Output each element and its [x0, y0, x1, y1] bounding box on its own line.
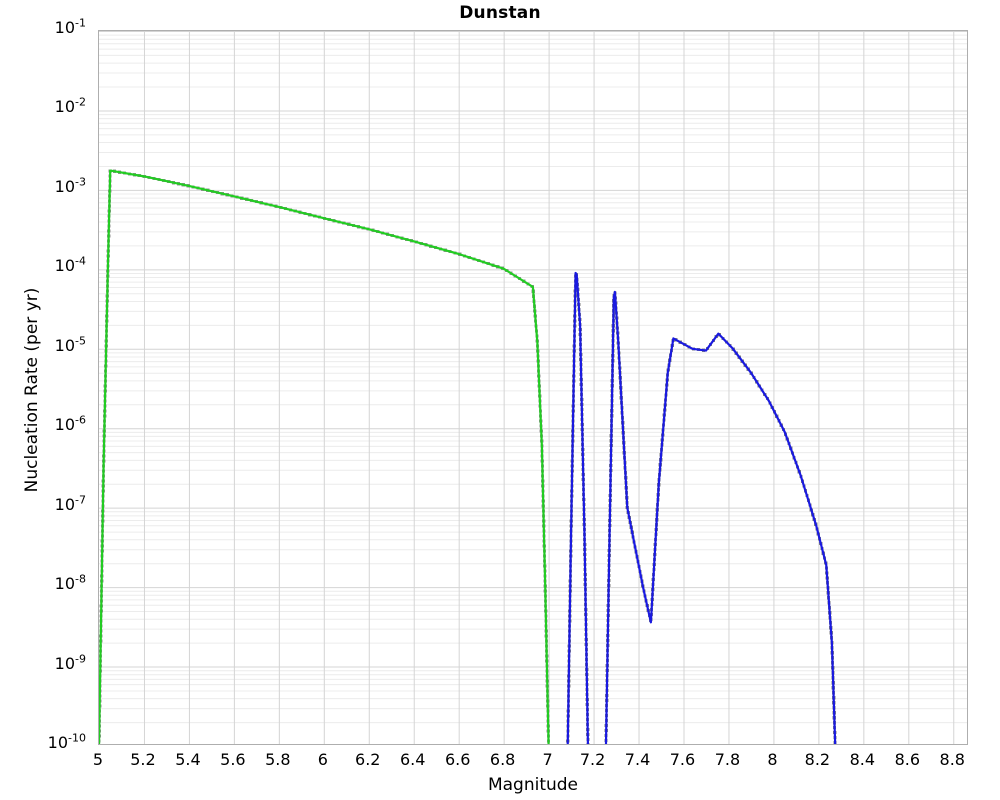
x-tick-label: 5	[92, 750, 104, 769]
x-tick-label: 6.2	[355, 750, 381, 769]
x-tick-label: 7.4	[624, 750, 651, 769]
y-tick-label: 10-6	[54, 413, 86, 435]
x-tick-label: 8.2	[804, 750, 831, 769]
x-tick-label: 7.8	[714, 750, 741, 769]
y-tick-label: 10-5	[54, 334, 86, 355]
x-axis-label: Magnitude	[487, 775, 579, 795]
y-tick-label: 10-9	[54, 652, 86, 673]
x-tick-label: 6	[317, 750, 328, 769]
x-tick-label: 5.2	[130, 750, 156, 769]
data-series-layer	[99, 169, 837, 744]
x-tick-label: 5.4	[175, 750, 201, 769]
x-tick-label: 8.6	[894, 750, 921, 769]
gridlines	[99, 31, 967, 744]
x-tick-label: 8.4	[849, 750, 876, 769]
x-tick-label: 8	[767, 750, 778, 769]
y-tick-label: 10-1	[54, 16, 86, 37]
x-tick-label: 5.8	[265, 750, 291, 769]
y-tick-label: 10-4	[54, 255, 86, 276]
y-tick-label: 10-8	[54, 572, 86, 594]
y-tick-label: 10-2	[54, 96, 86, 117]
x-tick-label: 7	[542, 750, 553, 769]
x-tick-label: 6.6	[444, 750, 471, 769]
x-tick-label: 7.2	[579, 750, 606, 769]
y-tick-label: 10-10	[47, 731, 86, 752]
x-tick-label: 8.8	[939, 750, 965, 769]
y-tick-label: 10-3	[54, 175, 86, 196]
x-tick-label: 6.8	[489, 750, 516, 769]
x-tick-label: 7.6	[669, 750, 696, 769]
x-tick-label: 5.6	[220, 750, 246, 769]
x-tick-label: 6.4	[399, 750, 426, 769]
plot-area	[98, 30, 968, 745]
chart-title: Dunstan	[459, 3, 541, 23]
y-tick-label: 10-7	[54, 493, 86, 514]
